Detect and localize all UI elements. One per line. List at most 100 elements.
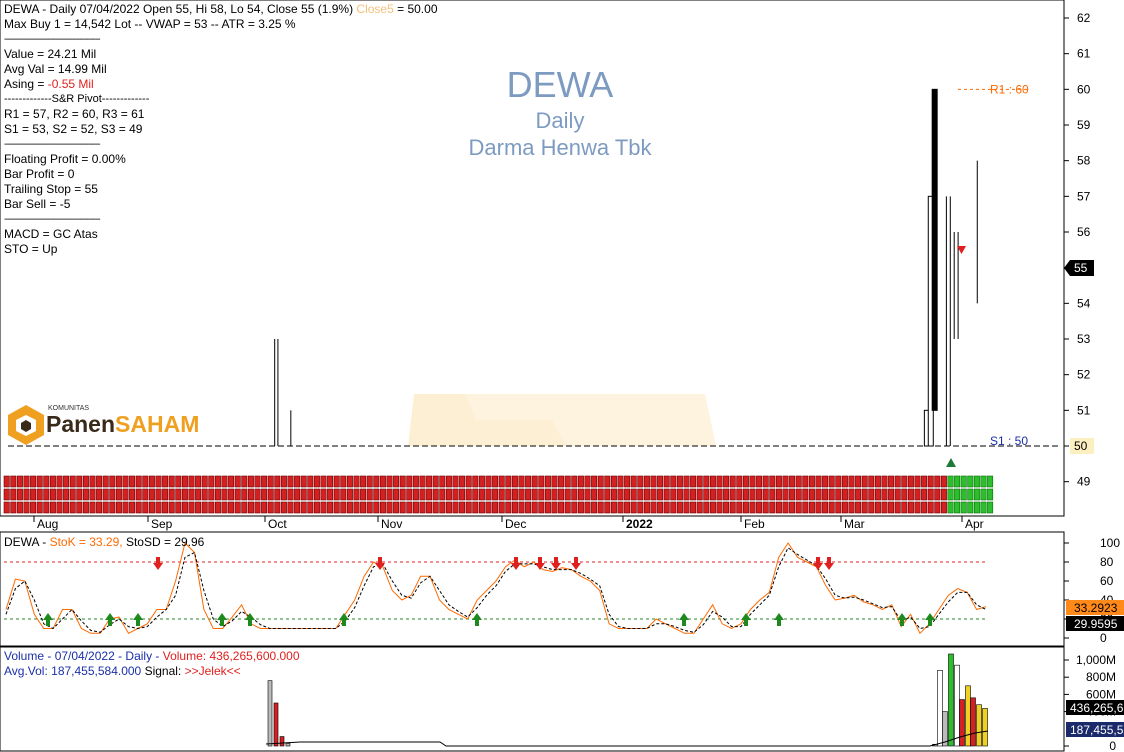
logo-icon xyxy=(8,405,44,445)
signal-cell xyxy=(195,488,202,501)
signal-cell xyxy=(89,475,96,488)
signal-value: >>Jelek<< xyxy=(184,664,241,678)
s1-badge-text: 50 xyxy=(1074,439,1088,453)
avg-val-text: Avg Val = 14.99 Mil xyxy=(4,62,107,76)
signal-cell xyxy=(564,501,571,514)
signal-cell xyxy=(360,475,367,488)
signal-cell xyxy=(82,501,89,514)
signal-cell xyxy=(696,488,703,501)
signal-cell xyxy=(676,475,683,488)
signal-cell xyxy=(954,488,961,501)
signal-cell xyxy=(307,488,314,501)
signal-cell xyxy=(756,488,763,501)
signal-cell xyxy=(591,475,598,488)
signal-cell xyxy=(518,488,525,501)
signal-cell xyxy=(406,475,413,488)
signal-cell xyxy=(769,488,776,501)
signal-cell xyxy=(3,488,10,501)
signal-cell xyxy=(214,488,221,501)
signal-cell xyxy=(927,488,934,501)
signal-cell xyxy=(327,501,334,514)
signal-cell xyxy=(439,475,446,488)
signal-cell xyxy=(346,501,353,514)
signal-cell xyxy=(360,501,367,514)
signal-cell xyxy=(412,501,419,514)
signal-cell xyxy=(208,475,215,488)
signal-cell xyxy=(459,501,466,514)
x-tick-label: 2022 xyxy=(626,517,653,531)
signal-cell xyxy=(914,475,921,488)
signal-cell xyxy=(313,475,320,488)
stoch-buy-arrow-icon xyxy=(43,613,53,626)
signal-cell xyxy=(855,501,862,514)
signal-cell xyxy=(822,475,829,488)
asing-value: -0.55 Mil xyxy=(47,77,94,91)
signal-cell xyxy=(478,488,485,501)
signal-cell xyxy=(610,475,617,488)
signal-cell xyxy=(676,488,683,501)
signal-cell xyxy=(657,475,664,488)
signal-cell xyxy=(313,501,320,514)
stoch-sell-arrow-icon xyxy=(375,557,385,570)
signal-cell xyxy=(485,475,492,488)
signal-cell xyxy=(49,501,56,514)
avg-volume-line xyxy=(265,730,989,747)
signal-cell xyxy=(320,475,327,488)
signal-cell xyxy=(181,488,188,501)
signal-cell xyxy=(373,488,380,501)
signal-cell xyxy=(373,501,380,514)
signal-cell xyxy=(650,475,657,488)
signal-cell xyxy=(472,501,479,514)
signal-cell xyxy=(360,488,367,501)
stoch-sell-arrow-icon xyxy=(551,557,561,570)
signal-cell xyxy=(49,488,56,501)
signal-cell xyxy=(228,488,235,501)
signal-cell xyxy=(261,501,268,514)
info-panel: DEWA - Daily 07/04/2022 Open 55, Hi 58, … xyxy=(4,2,438,257)
signal-cell xyxy=(346,488,353,501)
volume-bar xyxy=(959,699,965,747)
signal-cell xyxy=(307,475,314,488)
signal-cell xyxy=(76,488,83,501)
signal-cell xyxy=(650,488,657,501)
y-tick-label: 59 xyxy=(1077,118,1091,132)
signal-cell xyxy=(736,501,743,514)
signal-cell xyxy=(927,501,934,514)
y-tick-label: 57 xyxy=(1077,189,1091,203)
signal-cell xyxy=(531,475,538,488)
logo-text-saham: SAHAM xyxy=(115,411,200,437)
signal-cell xyxy=(736,475,743,488)
signal-cell xyxy=(775,501,782,514)
bar-sell: Bar Sell = -5 xyxy=(4,197,71,211)
signal-cell xyxy=(115,488,122,501)
signal-cell xyxy=(492,488,499,501)
signal-cell xyxy=(808,488,815,501)
signal-label: Signal: xyxy=(141,664,185,678)
asing-label: Asing = xyxy=(4,77,48,91)
signal-cell xyxy=(676,501,683,514)
signal-cell xyxy=(591,501,598,514)
signal-cell xyxy=(907,488,914,501)
signal-cell xyxy=(492,501,499,514)
signal-cell xyxy=(63,501,70,514)
signal-cell xyxy=(56,475,63,488)
signal-cell xyxy=(597,488,604,501)
signal-cell xyxy=(861,501,868,514)
volume-bar xyxy=(285,743,291,747)
r1-label: R1 : 60 xyxy=(990,82,1029,96)
x-tick-label: Nov xyxy=(381,517,402,531)
signal-cell xyxy=(109,488,116,501)
stoch-buy-arrow-icon xyxy=(925,613,935,626)
y-tick-label: 54 xyxy=(1077,296,1091,310)
signal-cell xyxy=(835,501,842,514)
signal-cell xyxy=(670,501,677,514)
signal-cell xyxy=(703,488,710,501)
signal-cell xyxy=(815,475,822,488)
volume-bar xyxy=(982,708,988,747)
signal-cell xyxy=(723,501,730,514)
signal-cell xyxy=(221,475,228,488)
signal-cell xyxy=(142,501,149,514)
signal-cell xyxy=(769,475,776,488)
stosd-value: StoSD = 29.96 xyxy=(122,535,205,549)
signal-cell xyxy=(3,475,10,488)
